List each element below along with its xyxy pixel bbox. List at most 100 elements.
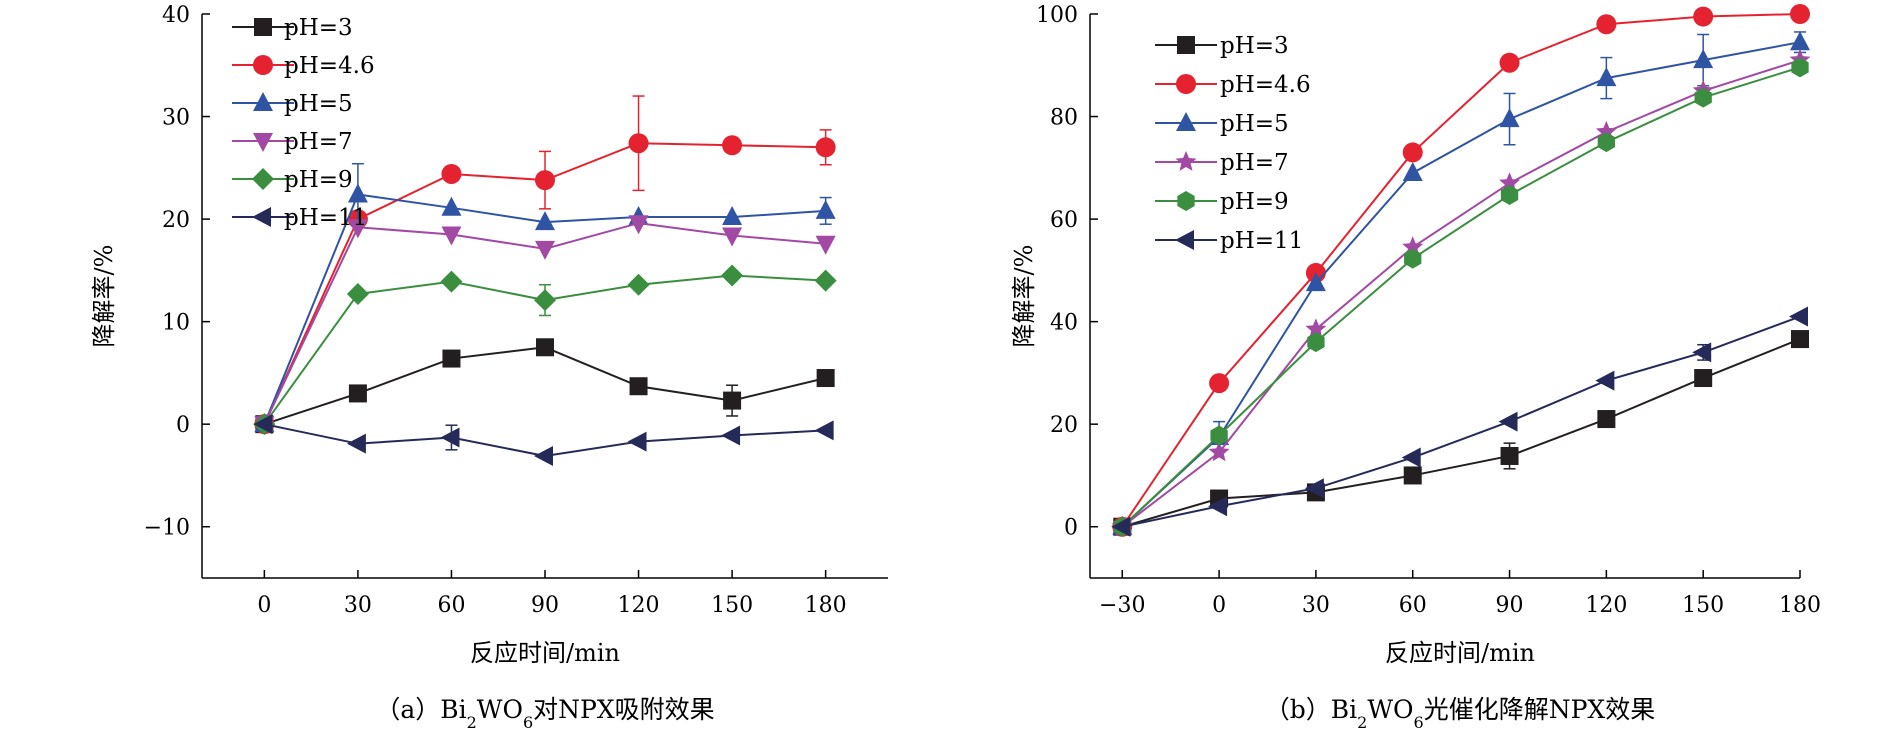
data-point <box>1789 306 1808 327</box>
legend: pH=3 pH=4.6 pH=5 pH=7 pH=9 pH=11 <box>1155 33 1311 254</box>
y-tick-label: 100 <box>1036 3 1078 28</box>
series-line <box>1121 338 1801 528</box>
legend-label: pH=9 <box>1220 189 1289 215</box>
caption-text: 对NPX吸附效果 <box>533 695 715 724</box>
legend-label: pH=7 <box>1220 150 1289 176</box>
data-point <box>536 338 554 357</box>
series-pH=9 <box>253 264 837 436</box>
data-point <box>814 420 834 441</box>
data-point <box>815 137 836 158</box>
x-tick-label: 90 <box>1496 593 1524 618</box>
legend-label: pH=5 <box>284 91 353 117</box>
data-point <box>1402 142 1423 163</box>
data-point <box>348 384 367 403</box>
data-point <box>442 349 461 368</box>
caption-subscript: 6 <box>523 713 533 732</box>
data-point <box>629 377 648 396</box>
data-point <box>1403 466 1422 485</box>
series-line <box>1122 315 1801 528</box>
data-point <box>1499 108 1520 128</box>
data-point <box>1402 161 1423 181</box>
y-tick-label: 0 <box>176 413 190 438</box>
series-line <box>1121 59 1801 528</box>
data-point <box>347 219 368 239</box>
chart-panel-b: 0 20 40 60 80 100 −30 0 30 60 90 120 150 180 反应时间/min 降… <box>1010 3 1821 732</box>
legend-marker <box>1177 36 1195 54</box>
data-point <box>1790 31 1810 51</box>
x-tick-label: 180 <box>805 593 847 618</box>
y-tick-label: 60 <box>1050 208 1078 233</box>
data-point <box>1693 6 1714 27</box>
legend: pH=3 pH=4.6 pH=5 pH=7 pH=9 pH=11 <box>232 15 375 231</box>
data-point <box>815 235 836 255</box>
legend-label: pH=9 <box>284 167 353 193</box>
data-point <box>1499 52 1520 73</box>
series-line <box>1121 13 1801 528</box>
y-tick-label: −10 <box>144 516 190 541</box>
data-point <box>1693 49 1714 69</box>
x-tick-label: 180 <box>1779 593 1821 618</box>
legend-label: pH=7 <box>284 129 353 155</box>
legend-label: pH=4.6 <box>1220 72 1311 98</box>
data-point <box>1500 446 1519 465</box>
caption-text: 光催化降解NPX效果 <box>1424 695 1656 724</box>
x-tick-label: −30 <box>1099 593 1145 618</box>
panel-caption: （a）Bi2WO6对NPX吸附效果 <box>375 695 714 732</box>
legend-marker <box>1177 191 1195 211</box>
data-point <box>1692 342 1712 363</box>
data-point <box>721 425 741 446</box>
x-tick-label: 120 <box>1585 593 1627 618</box>
data-point <box>1209 373 1230 394</box>
caption-subscript: 2 <box>467 713 477 732</box>
x-tick-label: 0 <box>257 593 271 618</box>
x-tick-label: 150 <box>711 593 753 618</box>
data-point <box>1694 87 1712 108</box>
data-point <box>723 391 742 410</box>
legend-marker <box>1175 230 1194 250</box>
y-axis-label: 降解率/% <box>90 245 118 348</box>
data-point <box>1208 441 1230 462</box>
data-point <box>534 445 553 466</box>
data-point <box>1500 184 1519 205</box>
x-tick-label: 120 <box>618 593 660 618</box>
x-tick-label: 0 <box>1212 593 1226 618</box>
data-point <box>441 226 462 246</box>
data-point <box>816 369 835 388</box>
data-point <box>1596 14 1617 35</box>
data-point <box>534 289 556 312</box>
series-pH=11 <box>253 414 834 466</box>
data-point <box>347 183 368 203</box>
data-point <box>1595 370 1615 391</box>
series-line <box>1121 66 1801 528</box>
y-tick-label: 10 <box>162 311 190 336</box>
data-point <box>1791 57 1809 78</box>
legend-label: pH=11 <box>1220 228 1303 254</box>
y-tick-label: 0 <box>1064 516 1078 541</box>
legend-label: pH=5 <box>1220 111 1289 137</box>
caption-text: WO <box>477 695 523 724</box>
data-point <box>535 211 555 231</box>
x-axis-label: 反应时间/min <box>1385 639 1535 667</box>
data-point <box>814 269 837 292</box>
caption-text: （b）Bi <box>1265 695 1357 724</box>
data-point <box>1210 425 1228 446</box>
series-pH=11 <box>1111 306 1808 537</box>
data-point <box>1790 4 1810 24</box>
data-point <box>1499 172 1521 193</box>
data-point <box>535 240 555 260</box>
data-point <box>722 135 743 156</box>
chart-panel-a: −10 0 10 20 30 40 0 30 60 90 120 150 180 反应时间/min 降解率/… <box>90 3 888 732</box>
x-tick-label: 150 <box>1682 593 1724 618</box>
x-tick-label: 30 <box>344 593 372 618</box>
x-tick-label: 60 <box>1399 593 1427 618</box>
data-point <box>440 270 463 293</box>
data-point <box>721 264 744 287</box>
data-point <box>1498 411 1518 432</box>
data-point <box>1596 67 1617 87</box>
data-point <box>1791 330 1809 349</box>
y-tick-label: 20 <box>1050 413 1078 438</box>
legend-marker <box>1175 151 1197 171</box>
series-pH=3 <box>255 338 835 434</box>
data-point <box>1208 496 1228 517</box>
